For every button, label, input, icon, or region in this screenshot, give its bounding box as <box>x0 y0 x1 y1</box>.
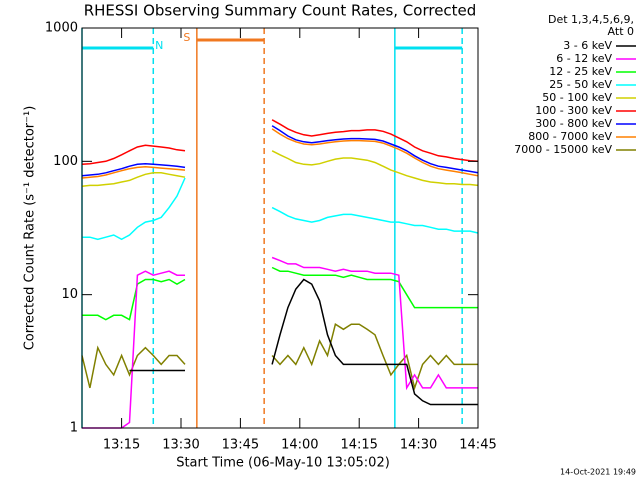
region-label: S <box>183 31 190 44</box>
series-line <box>129 278 478 406</box>
series-line <box>82 266 478 321</box>
y-tick-label: 1 <box>70 421 78 436</box>
series-line <box>81 150 479 188</box>
y-axis-label: Corrected Count Rate (s⁻¹ detector⁻¹) <box>23 106 38 351</box>
footer: 14-Oct-2021 19:49 <box>560 468 636 477</box>
region-label: N <box>155 39 163 52</box>
legend-label: 7000 - 15000 keV <box>514 143 612 156</box>
x-tick-label: 13:45 <box>222 438 259 453</box>
legend-title: Att 0 <box>608 25 634 38</box>
x-tick-label: 14:15 <box>340 438 377 453</box>
x-tick-label: 14:30 <box>400 438 437 453</box>
chart-title: RHESSI Observing Summary Count Rates, Co… <box>84 2 477 20</box>
x-tick-label: 13:30 <box>162 438 199 453</box>
y-tick-label: 100 <box>53 154 78 169</box>
y-tick-label: 1000 <box>45 21 78 36</box>
series-line <box>82 177 479 241</box>
legend-label: 6 - 12 keV <box>556 52 612 65</box>
x-axis-label: Start Time (06-May-10 13:05:02) <box>176 456 390 471</box>
legend-label: 12 - 25 keV <box>549 65 612 78</box>
y-tick-label: 10 <box>61 287 78 302</box>
legend-label: 25 - 50 keV <box>549 78 612 91</box>
legend-label: 3 - 6 keV <box>563 39 612 52</box>
legend-title: Det 1,3,4,5,6,9, <box>548 13 634 26</box>
legend-label: 800 - 7000 keV <box>528 130 612 143</box>
series-line <box>81 119 479 166</box>
series-line <box>81 125 479 177</box>
x-tick-label: 14:45 <box>459 438 496 453</box>
legend-label: 300 - 800 keV <box>535 117 612 130</box>
x-tick-label: 13:15 <box>103 438 140 453</box>
series-line <box>81 323 478 391</box>
plot-frame <box>81 27 479 429</box>
x-tick-label: 14:00 <box>281 438 318 453</box>
series-line <box>81 128 479 179</box>
legend-label: 50 - 100 keV <box>542 91 612 104</box>
legend-label: 100 - 300 keV <box>535 104 612 117</box>
